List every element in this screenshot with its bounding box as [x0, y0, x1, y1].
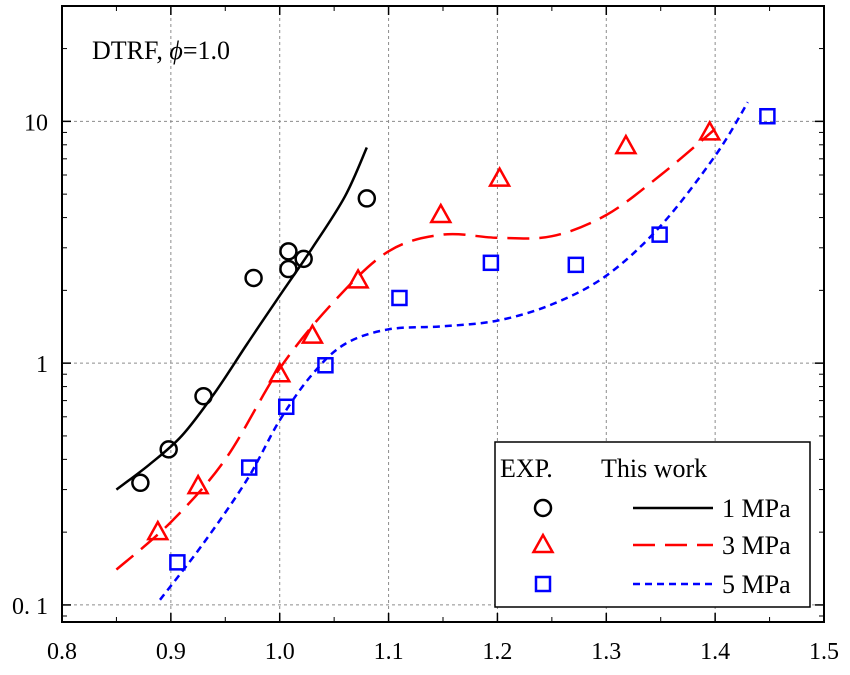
legend-marker-series-2 [531, 532, 555, 554]
axis-ticks [61, 6, 825, 622]
y-tick-label: 1 [36, 352, 48, 378]
data-point-series-1 [279, 242, 298, 261]
data-point-series-1 [131, 473, 150, 493]
x-tick-label: 1.2 [482, 639, 512, 665]
legend-marker-series-1 [533, 498, 553, 518]
legend-label-series-3: 5 MPa [722, 570, 791, 599]
data-point-series-2 [146, 519, 170, 541]
data-point-series-1 [294, 249, 313, 269]
x-tick-label: 1.0 [265, 639, 295, 665]
data-point-series-1 [244, 268, 263, 288]
data-point-series-2 [698, 119, 722, 141]
x-tick-label: 1.4 [700, 639, 730, 665]
y-tick-label: 0. 1 [12, 594, 48, 620]
data-point-series-2 [268, 361, 292, 383]
data-point-series-2 [346, 267, 370, 289]
legend-header-model: This work [601, 454, 707, 483]
data-point-series-3 [651, 226, 668, 243]
grid-layer [62, 6, 824, 622]
model-lines [115, 101, 749, 601]
data-point-series-1 [159, 440, 178, 459]
data-point-series-2 [300, 323, 325, 344]
data-point-series-1 [194, 386, 213, 406]
y-tick-label: 10 [24, 110, 48, 136]
legend-entries: 1 MPa 3 MPa 5 MPa [531, 494, 791, 599]
data-point-series-2 [614, 133, 638, 155]
legend: EXP. This work 1 MPa 3 MPa 5 MPa [494, 441, 811, 608]
legend-label-series-1: 1 MPa [722, 494, 791, 523]
model-line-series-1 [115, 146, 368, 491]
data-point-series-2 [487, 166, 512, 187]
x-tick-label: 0.9 [156, 639, 186, 665]
data-point-series-3 [277, 398, 295, 416]
data-point-series-3 [567, 256, 585, 274]
data-point-series-3 [482, 254, 500, 272]
tick-labels: 0.8 0.9 1.0 1.1 1.2 1.3 1.4 1.5 0. 1 1 10 [12, 110, 839, 665]
data-point-series-1 [279, 259, 298, 279]
x-tick-label: 0.8 [47, 639, 77, 665]
experimental-markers [131, 107, 776, 571]
legend-box [494, 441, 811, 608]
data-point-series-1 [357, 189, 377, 208]
x-tick-label: 1.5 [809, 639, 839, 665]
legend-header-exp: EXP. [500, 454, 553, 483]
data-point-series-2 [429, 202, 453, 224]
data-point-series-3 [391, 289, 408, 307]
model-line-series-3 [159, 101, 749, 601]
x-tick-label: 1.1 [374, 639, 404, 665]
data-point-series-3 [317, 357, 334, 374]
data-point-series-2 [186, 473, 210, 495]
data-point-series-3 [240, 459, 258, 476]
model-line-series-2 [115, 128, 716, 571]
chart-annotation: DTRF, ϕ=1.0 [92, 36, 230, 65]
legend-label-series-2: 3 MPa [722, 531, 791, 560]
x-tick-label: 1.3 [591, 639, 621, 665]
legend-marker-series-3 [534, 575, 552, 593]
data-point-series-3 [169, 554, 186, 571]
data-point-series-3 [759, 107, 776, 125]
